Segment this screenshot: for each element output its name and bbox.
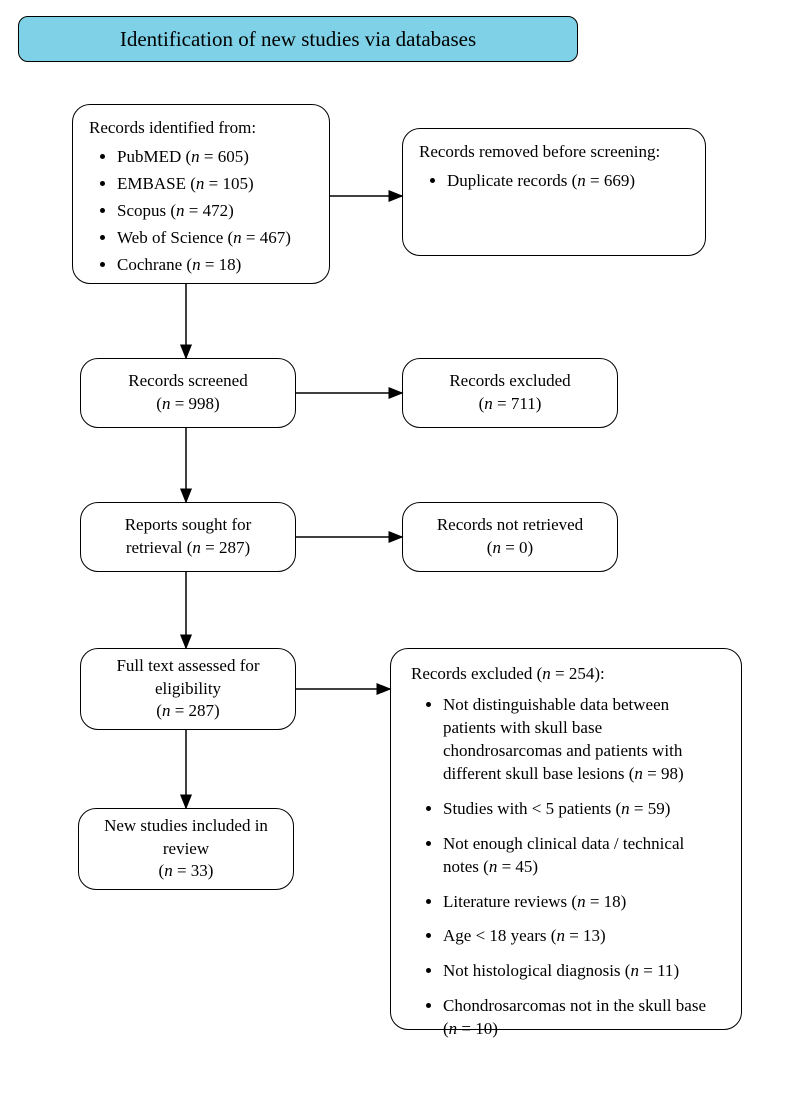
item-n: 98 bbox=[661, 764, 678, 783]
box-fulltext: Full text assessed for eligibility(n = 2… bbox=[80, 648, 296, 730]
item-n: 18 bbox=[219, 255, 236, 274]
excluded-screen-label: Records excluded bbox=[449, 371, 570, 390]
box-excluded-screen: Records excluded(n = 711) bbox=[402, 358, 618, 428]
list-item: Web of Science (n = 467) bbox=[117, 227, 313, 250]
item-label: Duplicate records bbox=[447, 171, 567, 190]
item-label: EMBASE bbox=[117, 174, 186, 193]
item-label: Literature reviews bbox=[443, 892, 567, 911]
item-label: Chondrosarcomas not in the skull base bbox=[443, 996, 706, 1015]
list-item: Literature reviews (n = 18) bbox=[443, 891, 723, 914]
list-item: Duplicate records (n = 669) bbox=[447, 170, 689, 193]
item-n: 45 bbox=[515, 857, 532, 876]
screened-n: 998 bbox=[189, 394, 215, 413]
list-item: Not histological diagnosis (n = 11) bbox=[443, 960, 723, 983]
removed-header: Records removed before screening: bbox=[419, 141, 689, 164]
excluded-full-header-text: Records excluded bbox=[411, 664, 532, 683]
item-label: Cochrane bbox=[117, 255, 182, 274]
not-retrieved-label: Records not retrieved bbox=[437, 515, 583, 534]
included-label: New studies included in review bbox=[104, 816, 268, 858]
list-item: Scopus (n = 472) bbox=[117, 200, 313, 223]
item-n: 13 bbox=[583, 926, 600, 945]
list-item: Not enough clinical data / technical not… bbox=[443, 833, 723, 879]
item-label: Not enough clinical data / technical not… bbox=[443, 834, 684, 876]
item-n: 105 bbox=[222, 174, 248, 193]
item-n: 11 bbox=[657, 961, 673, 980]
identified-header: Records identified from: bbox=[89, 117, 313, 140]
item-label: Web of Science bbox=[117, 228, 223, 247]
removed-list: Duplicate records (n = 669) bbox=[419, 170, 689, 193]
item-label: Age < 18 years bbox=[443, 926, 547, 945]
sought-n: 287 bbox=[219, 538, 245, 557]
item-n: 472 bbox=[203, 201, 229, 220]
list-item: PubMED (n = 605) bbox=[117, 146, 313, 169]
excluded-full-n: 254 bbox=[569, 664, 595, 683]
box-included: New studies included in review(n = 33) bbox=[78, 808, 294, 890]
title-banner: Identification of new studies via databa… bbox=[18, 16, 578, 62]
item-label: PubMED bbox=[117, 147, 181, 166]
list-item: Studies with < 5 patients (n = 59) bbox=[443, 798, 723, 821]
item-n: 18 bbox=[604, 892, 621, 911]
item-label: Scopus bbox=[117, 201, 166, 220]
list-item: EMBASE (n = 105) bbox=[117, 173, 313, 196]
excluded-full-list: Not distinguishable data between patient… bbox=[411, 694, 723, 1041]
not-retrieved-n: 0 bbox=[519, 538, 528, 557]
item-n: 605 bbox=[218, 147, 244, 166]
box-not-retrieved: Records not retrieved(n = 0) bbox=[402, 502, 618, 572]
title-text: Identification of new studies via databa… bbox=[120, 27, 476, 52]
item-label: Studies with < 5 patients bbox=[443, 799, 611, 818]
excluded-screen-n: 711 bbox=[511, 394, 536, 413]
item-label: Not distinguishable data between patient… bbox=[443, 695, 682, 783]
box-removed: Records removed before screening: Duplic… bbox=[402, 128, 706, 256]
list-item: Cochrane (n = 18) bbox=[117, 254, 313, 277]
item-n: 467 bbox=[260, 228, 286, 247]
list-item: Not distinguishable data between patient… bbox=[443, 694, 723, 786]
item-n: 59 bbox=[648, 799, 665, 818]
box-screened: Records screened(n = 998) bbox=[80, 358, 296, 428]
identified-list: PubMED (n = 605) EMBASE (n = 105) Scopus… bbox=[89, 146, 313, 277]
screened-label: Records screened bbox=[128, 371, 247, 390]
box-identified: Records identified from: PubMED (n = 605… bbox=[72, 104, 330, 284]
included-n: 33 bbox=[191, 861, 208, 880]
fulltext-label: Full text assessed for eligibility bbox=[116, 656, 259, 698]
fulltext-n: 287 bbox=[189, 701, 215, 720]
item-n: 669 bbox=[604, 171, 630, 190]
box-excluded-full: Records excluded (n = 254): Not distingu… bbox=[390, 648, 742, 1030]
item-label: Not histological diagnosis bbox=[443, 961, 621, 980]
list-item: Chondrosarcomas not in the skull base (n… bbox=[443, 995, 723, 1041]
box-sought: Reports sought for retrieval (n = 287) bbox=[80, 502, 296, 572]
list-item: Age < 18 years (n = 13) bbox=[443, 925, 723, 948]
item-n: 10 bbox=[475, 1019, 492, 1038]
excluded-full-header: Records excluded (n = 254): bbox=[411, 663, 723, 686]
